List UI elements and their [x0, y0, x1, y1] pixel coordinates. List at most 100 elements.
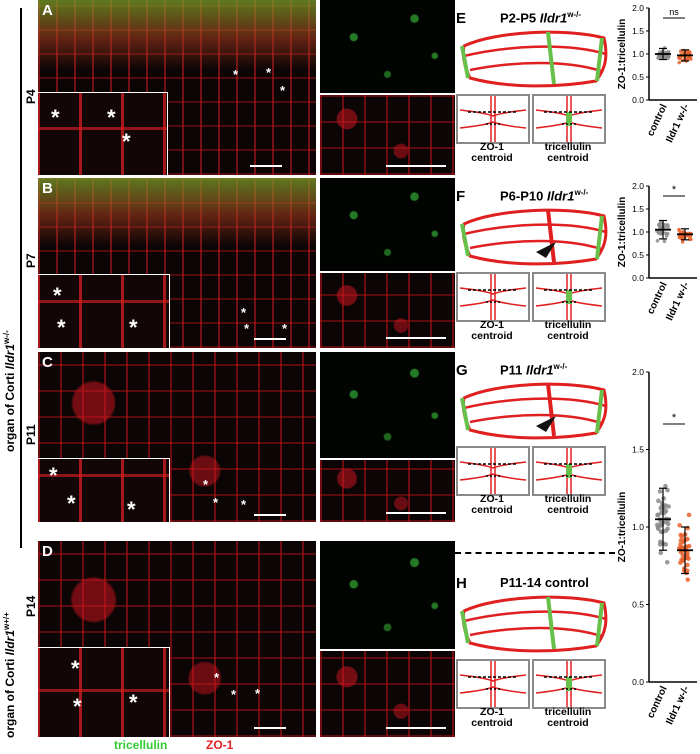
asterisk: * [233, 67, 239, 82]
title-age: P11 [500, 362, 527, 378]
y-tick-label: 2.0 [632, 3, 644, 13]
age-label-a: P4 [24, 89, 38, 104]
asterisk: * [51, 105, 60, 130]
data-point [685, 51, 690, 56]
scale-bar [254, 338, 286, 340]
x-tick-label: control [645, 684, 669, 720]
panel-e-letter: E [456, 10, 467, 27]
data-point [658, 539, 663, 545]
control-side-text: organ of Corti [3, 655, 17, 738]
panel-c-tricellulin-image [320, 352, 455, 458]
x-tick-label: control [645, 102, 669, 138]
panel-d-inset: * * * [38, 647, 170, 737]
data-point [681, 230, 685, 234]
y-tick-label: 0.5 [632, 250, 644, 260]
data-point [685, 562, 690, 568]
cell-schematic [460, 382, 608, 440]
mutant-side-text: organ of Corti [3, 369, 17, 452]
asterisk: * [53, 283, 62, 308]
data-point [657, 230, 662, 235]
zo1-centroid-label: ZO-1 centroid [471, 319, 513, 343]
y-tick-label: 0.0 [632, 677, 644, 687]
data-point [662, 239, 667, 244]
title-sup: w-/- [553, 362, 568, 371]
data-point [655, 238, 660, 243]
data-point [664, 559, 670, 565]
y-tick-label: 1.5 [632, 204, 644, 214]
asterisk: * [73, 694, 82, 719]
asterisk: * [129, 690, 138, 715]
mutant-sup-text: w-/- [2, 330, 11, 344]
zo1-centroid-box [456, 272, 530, 322]
asterisk: * [266, 65, 272, 80]
asterisk: * [71, 656, 80, 681]
dashed-separator [455, 552, 615, 554]
data-point [680, 545, 686, 551]
data-point [679, 534, 685, 539]
panel-b-tricellulin-image [320, 178, 455, 271]
data-point [664, 223, 668, 227]
asterisk: * [129, 315, 138, 340]
tricellulin-centroid-box [532, 659, 606, 709]
y-axis-label: ZO-1:tricellulin [617, 197, 628, 268]
tricellulin-centroid-box [532, 446, 606, 496]
mutant-divider-line [20, 8, 22, 548]
panel-a-tricellulin-image [320, 0, 455, 93]
data-point [663, 542, 669, 547]
title-gene: Ildr1 [546, 188, 575, 204]
asterisk: * [67, 491, 76, 516]
data-point [658, 506, 664, 511]
title-age: P2-P5 [500, 10, 540, 26]
panel-b-inset: * * * [38, 274, 170, 348]
significance-label: ns [669, 7, 679, 17]
zo1-centroid-box [456, 94, 530, 144]
cell-schematic [460, 30, 608, 88]
panel-a-inset: * * * [38, 92, 168, 175]
data-point [665, 231, 670, 236]
panel-d-tricellulin-image [320, 541, 455, 649]
data-point [689, 237, 693, 242]
zo1-centroid-box [456, 446, 530, 496]
data-point [686, 512, 692, 518]
cell-schematic [460, 595, 608, 653]
panel-f-title: P6-P10 Ildr1w-/- [500, 188, 588, 203]
panel-g-letter: G [456, 362, 468, 379]
data-point [657, 222, 662, 227]
data-point [689, 57, 693, 61]
asterisk: * [255, 686, 261, 701]
zo1-centroid-box [456, 659, 530, 709]
zo1-centroid-label: ZO-1 centroid [471, 141, 513, 165]
panel-c-zo1-image [320, 460, 455, 522]
title-sup: w-/- [567, 10, 581, 19]
panel-b-zo1-image [320, 273, 455, 348]
data-point [655, 512, 660, 518]
title-age: P11-14 control [500, 575, 589, 590]
y-tick-label: 0.0 [632, 95, 644, 105]
y-tick-label: 0.0 [632, 273, 644, 283]
panel-h-title: P11-14 control [500, 575, 589, 590]
data-point [679, 234, 683, 239]
asterisk: * [213, 495, 219, 510]
title-age: P6-P10 [500, 188, 547, 204]
mutant-side-label: organ of Corti Ildr1w-/- [2, 330, 17, 452]
significance-label: * [672, 184, 677, 196]
data-point [661, 496, 666, 501]
y-tick-label: 1.5 [632, 26, 644, 36]
tricellulin-centroid-box [532, 94, 606, 144]
legend-tricellulin: tricellulin [114, 738, 168, 752]
panel-a-letter: A [42, 2, 53, 19]
data-point [685, 536, 690, 542]
data-point [677, 228, 681, 232]
asterisk: * [244, 321, 250, 336]
cell-schematic [460, 208, 608, 266]
data-point [685, 577, 691, 582]
asterisk: * [57, 315, 66, 340]
data-point [677, 60, 682, 65]
panel-a-merged-image: A * * * * * * [38, 0, 316, 175]
y-tick-label: 1.0 [632, 522, 644, 532]
data-point [666, 504, 671, 509]
panel-b-letter: B [42, 180, 53, 197]
control-gene-text: Ildr1 [3, 629, 17, 656]
control-side-label: organ of Corti Ildr1w+/+ [2, 612, 17, 738]
data-point [663, 519, 669, 525]
